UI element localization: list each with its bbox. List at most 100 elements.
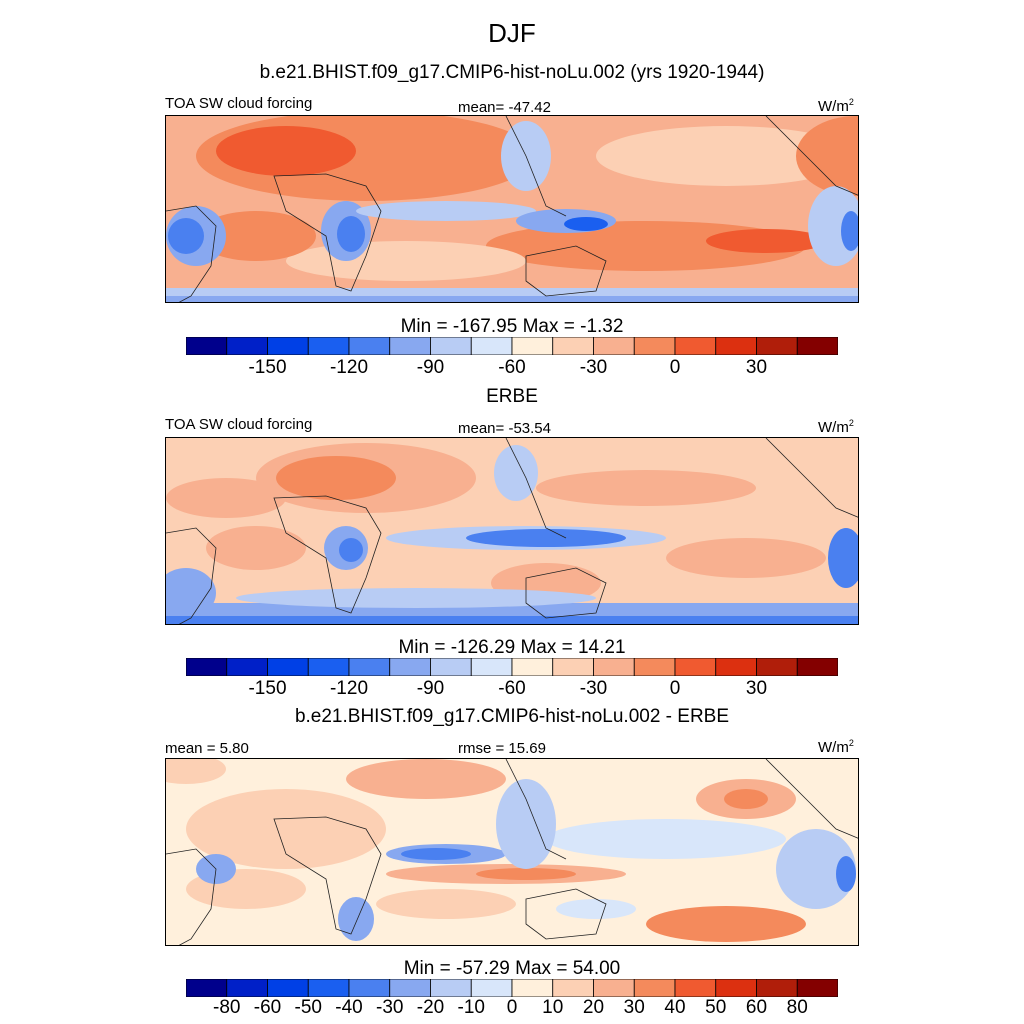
panel3-heatmap	[166, 759, 858, 945]
panel3-tick-label: 40	[664, 997, 686, 1018]
panel2-colorbar-box	[470, 658, 513, 676]
panel2-tick-label: -90	[416, 678, 445, 699]
panel3-tick-label: -40	[335, 997, 363, 1018]
panel1-variable-label: TOA SW cloud forcing	[165, 95, 313, 112]
panel3-colorbar-box	[552, 979, 594, 997]
panel3-colorbar-box	[674, 979, 717, 997]
panel1-tick-label: -30	[579, 357, 608, 378]
panel3-tick-label: 0	[506, 997, 518, 1018]
panel1-tick-label: -60	[498, 357, 526, 378]
panel2-colorbar-box	[267, 658, 309, 676]
panel3-minmax: Min = -57.29 Max = 54.00	[403, 958, 621, 979]
panel1-colorbar-box	[470, 337, 513, 355]
panel2-tick-label: -60	[498, 678, 526, 699]
panel1-tick-label: 0	[669, 357, 681, 378]
panel1-tick-label: -150	[248, 357, 287, 378]
panel3-tick-label: -80	[213, 997, 241, 1018]
panel2-tick-label: -150	[248, 678, 287, 699]
panel2-colorbar-box	[348, 658, 391, 676]
panel1-map	[165, 115, 859, 303]
panel1-colorbar-box	[756, 337, 798, 355]
panel1-colorbar	[186, 337, 838, 355]
panel3-colorbar-box	[267, 979, 309, 997]
panel2-colorbar	[186, 658, 838, 676]
panel2-colorbar-box	[796, 658, 838, 676]
figure-title: DJF	[488, 18, 536, 48]
panel3-colorbar-box	[593, 979, 635, 997]
case-title: b.e21.BHIST.f09_g17.CMIP6-hist-noLu.002 …	[259, 62, 765, 83]
panel3-colorbar-box	[511, 979, 554, 997]
panel3-tick-label: 50	[705, 997, 727, 1018]
panel1-mean-label: mean= -47.42	[458, 99, 551, 116]
panel2-colorbar-box	[226, 658, 268, 676]
panel3-units: W/m2	[818, 738, 854, 756]
panel1-units: W/m2	[818, 97, 854, 115]
panel3-colorbar-box	[796, 979, 838, 997]
panel2-tick-label: 30	[745, 678, 768, 699]
panel1-colorbar-box	[593, 337, 635, 355]
panel3-colorbar-box	[715, 979, 757, 997]
panel1-colorbar-box	[307, 337, 350, 355]
panel1-tick-label: -90	[416, 357, 445, 378]
panel1-tick-label: -120	[329, 357, 369, 378]
panel1-tick-label: 30	[745, 357, 768, 378]
panel2-units: W/m2	[818, 418, 854, 436]
panel2-colorbar-box	[715, 658, 757, 676]
panel1-heatmap	[166, 116, 858, 302]
panel2-colorbar-box	[756, 658, 798, 676]
panel2-map	[165, 437, 859, 625]
panel3-colorbar-box	[186, 979, 228, 997]
panel3-colorbar-box	[756, 979, 798, 997]
panel2-colorbar-box	[511, 658, 554, 676]
panel3-colorbar-box	[389, 979, 431, 997]
panel3-map	[165, 758, 859, 946]
panel1-colorbar-box	[186, 337, 228, 355]
panel3-tick-label: 10	[542, 997, 564, 1018]
panel2-minmax: Min = -126.29 Max = 14.21	[398, 637, 626, 658]
panel2-colorbar-box	[389, 658, 431, 676]
panel1-colorbar-box	[267, 337, 309, 355]
panel3-title: b.e21.BHIST.f09_g17.CMIP6-hist-noLu.002 …	[294, 706, 730, 727]
panel3-colorbar-box	[633, 979, 676, 997]
panel3-colorbar	[186, 979, 838, 997]
panel2-title: ERBE	[486, 386, 538, 407]
panel1-colorbar-box	[633, 337, 676, 355]
panel1-colorbar-box	[226, 337, 268, 355]
panel3-colorbar-box	[307, 979, 350, 997]
panel2-colorbar-ticks: -150 -120 -90 -60 -30 0 30	[0, 678, 1024, 702]
panel3-tick-label: 30	[623, 997, 645, 1018]
panel2-colorbar-box	[430, 658, 472, 676]
panel2-colorbar-box	[633, 658, 676, 676]
panel3-colorbar-ticks: -80 -60 -50 -40 -30 -20 -10 0 10 20 30 40 50 60 80	[0, 997, 1024, 1021]
panel1-minmax: Min = -167.95 Max = -1.32	[400, 316, 624, 337]
panel2-colorbar-box	[674, 658, 717, 676]
panel3-colorbar-box	[430, 979, 472, 997]
panel1-colorbar-box	[389, 337, 431, 355]
panel3-mean-label: mean = 5.80	[165, 740, 249, 757]
panel2-colorbar-box	[593, 658, 635, 676]
panel3-tick-label: -20	[416, 997, 445, 1018]
panel2-colorbar-box	[186, 658, 228, 676]
panel1-colorbar-box	[511, 337, 554, 355]
panel1-colorbar-box	[348, 337, 391, 355]
panel1-colorbar-box	[430, 337, 472, 355]
panel3-tick-label: 60	[745, 997, 768, 1018]
panel2-tick-label: -30	[579, 678, 608, 699]
panel3-tick-label: 20	[582, 997, 605, 1018]
panel3-rmse-label: rmse = 15.69	[458, 740, 546, 757]
panel2-heatmap	[166, 438, 858, 624]
panel2-colorbar-box	[552, 658, 594, 676]
panel3-tick-label: -50	[294, 997, 322, 1018]
panel3-colorbar-box	[226, 979, 268, 997]
panel3-tick-label: -30	[376, 997, 404, 1018]
panel2-variable-label: TOA SW cloud forcing	[165, 416, 313, 433]
panel2-mean-label: mean= -53.54	[458, 420, 551, 437]
panel2-tick-label: 0	[669, 678, 681, 699]
panel2-tick-label: -120	[329, 678, 369, 699]
panel1-colorbar-box	[674, 337, 717, 355]
panel3-tick-label: -10	[457, 997, 485, 1018]
panel1-colorbar-box	[796, 337, 838, 355]
panel2-colorbar-box	[307, 658, 350, 676]
panel1-colorbar-box	[552, 337, 594, 355]
panel3-tick-label: -60	[253, 997, 282, 1018]
